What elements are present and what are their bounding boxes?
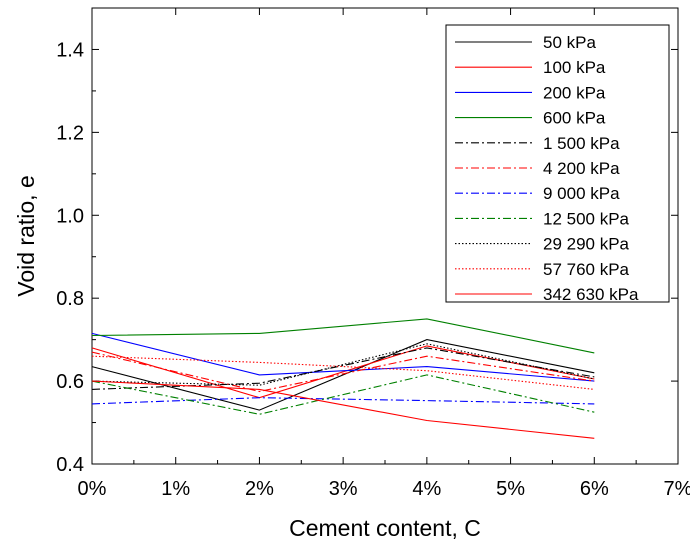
series-line [91, 318, 595, 354]
legend-label: 4 200 kPa [543, 159, 620, 178]
x-tick-label: 7% [664, 478, 690, 500]
y-tick-label: 0.6 [56, 371, 84, 393]
series-line [91, 332, 595, 382]
legend-label: 29 290 kPa [543, 235, 630, 254]
legend-label: 100 kPa [543, 58, 606, 77]
legend-label: 12 500 kPa [543, 209, 630, 228]
series-line [91, 339, 595, 411]
x-tick-label: 0% [78, 478, 107, 500]
series-line [91, 347, 595, 390]
legend-box [445, 24, 670, 303]
legend-label: 200 kPa [543, 83, 606, 102]
series-line [91, 374, 595, 415]
series-line [91, 380, 595, 439]
series-line [91, 397, 595, 405]
legend-label: 57 760 kPa [543, 260, 630, 279]
x-tick-label: 6% [580, 478, 609, 500]
legend-label: 50 kPa [543, 33, 596, 52]
y-tick-label: 1.4 [56, 39, 84, 61]
legend-label: 9 000 kPa [543, 184, 620, 203]
legend: 50 kPa 100 kPa 200 kPa 600 kPa 1 500 kPa 4 20… [445, 24, 670, 304]
y-axis-title: Void ratio, e [13, 175, 39, 296]
x-axis-title: Cement content, C [289, 515, 481, 541]
x-tick-label: 3% [329, 478, 358, 500]
legend-label: 1 500 kPa [543, 134, 620, 153]
y-tick-label: 0.8 [56, 288, 84, 310]
y-tick-label: 0.4 [56, 454, 84, 476]
x-tick-label: 2% [245, 478, 274, 500]
x-tick-label: 4% [412, 478, 441, 500]
axis-ticks [91, 7, 679, 465]
legend-label: 600 kPa [543, 109, 606, 128]
y-tick-label: 1.2 [56, 122, 84, 144]
series-line [91, 351, 595, 393]
y-tick-label: 1.0 [56, 205, 84, 227]
x-tick-label: 1% [161, 478, 190, 500]
legend-label: 342 630 kPa [543, 285, 639, 304]
x-tick-label: 5% [496, 478, 525, 500]
series-layer [91, 318, 595, 439]
axis-tick-labels: 0% 1% 2% 3% 4% 5% 6% 7% 0.4 0.6 0.8 1.0 1.2 1.4 [56, 39, 690, 500]
